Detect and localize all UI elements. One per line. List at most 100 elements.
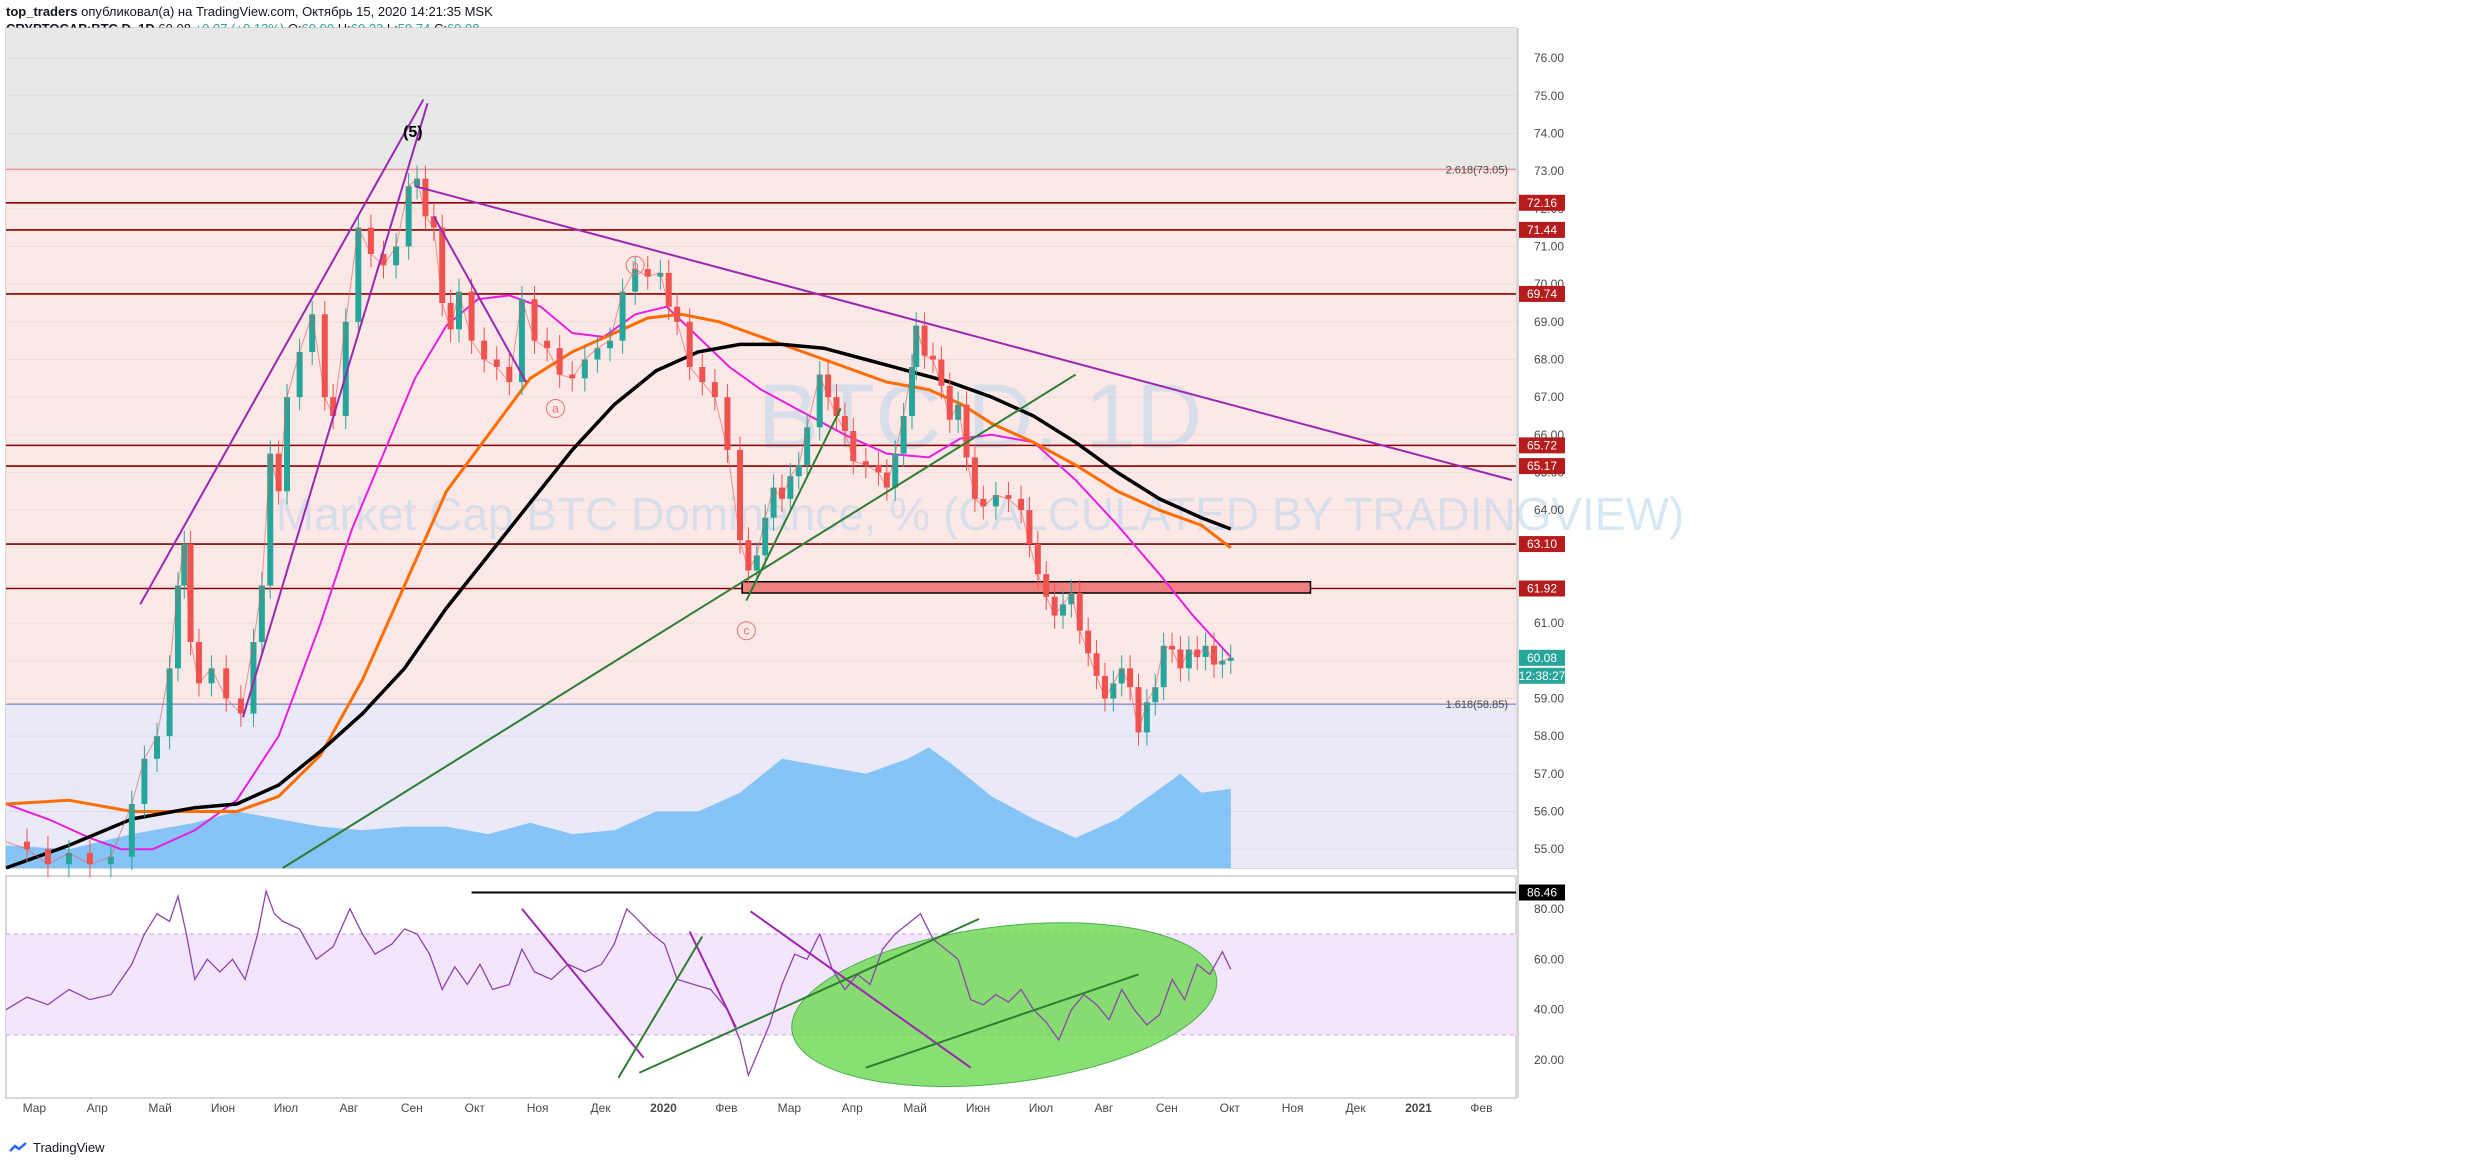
candle-body (938, 359, 945, 386)
candle-body (971, 457, 978, 499)
candle-body (1177, 649, 1184, 669)
candle-body (1160, 645, 1167, 688)
candle-body (128, 803, 135, 857)
rsi-axis[interactable]: 80.00 60.00 40.00 20.00 (1534, 902, 1564, 1067)
candle-body (778, 487, 785, 499)
candle-body (875, 464, 882, 473)
time-tick-label: Апр (87, 1101, 109, 1115)
candle-body (762, 517, 769, 556)
candle-body (330, 397, 337, 416)
time-tick-label: Дек (1346, 1101, 1367, 1115)
candle-body (929, 355, 936, 360)
main-pane-background (5, 27, 1517, 869)
wave-labels: (5) a b c (403, 124, 756, 641)
volume-area (6, 747, 1231, 868)
price-tick-label: 71.00 (1534, 239, 1564, 253)
candle-body (632, 269, 639, 292)
upper-zone-fill (6, 28, 1516, 170)
time-tick-label: Июл (274, 1101, 298, 1115)
price-level-badge-bg (1519, 580, 1565, 597)
candle-body (439, 227, 446, 303)
candle-body (724, 397, 731, 450)
tradingview-logo-icon (9, 1141, 27, 1152)
candle-body (23, 841, 30, 850)
price-candles (5, 165, 1234, 878)
rsi-highlight-ellipse (791, 922, 1218, 1088)
time-tick-label: Мар (23, 1101, 47, 1115)
candle-body (862, 461, 869, 465)
candle-body (992, 495, 999, 507)
candle-body (275, 453, 282, 492)
time-tick-label: 2021 (1405, 1101, 1432, 1115)
price-tick-label: 75.00 (1534, 89, 1564, 103)
candle-body (309, 314, 316, 352)
rsi-tick-label: 20.00 (1534, 1053, 1564, 1067)
candle-body (770, 487, 777, 518)
price-level-badge: 63.10 (1527, 537, 1557, 551)
volume-area-shape (6, 747, 1231, 868)
price-tick-label: 57.00 (1534, 767, 1564, 781)
time-axis[interactable]: Мар Апр Май Июн Июл Авг Сен Окт Ноя Дек 2020 Фев Мар… (6, 1097, 1516, 1115)
candle-body (963, 404, 970, 458)
wave-label-circle (625, 255, 645, 275)
tradingview-footer[interactable]: TradingView (8, 1140, 105, 1155)
published-info: опубликовал(а) на TradingView.com, Октяб… (81, 4, 493, 19)
price-level-badge-bg (1519, 221, 1565, 238)
candle-body (795, 464, 802, 477)
price-level-badge: 72.16 (1527, 196, 1557, 210)
candle-body (195, 641, 202, 684)
time-tick-label: Дек (591, 1101, 612, 1115)
wave-label-letter: a (552, 401, 559, 415)
candle-body (833, 397, 840, 416)
candle-body (141, 758, 148, 804)
rsi-trend-line-purple (521, 908, 645, 1059)
candle-body (1051, 596, 1058, 616)
price-tick-label: 68.00 (1534, 352, 1564, 366)
candle-body (1143, 702, 1150, 733)
candle-body (223, 668, 230, 699)
candle-body (1219, 660, 1226, 665)
candle-body (506, 367, 513, 383)
rsi-band (6, 934, 1516, 1035)
candle-body (447, 302, 454, 330)
price-level-badge: 69.74 (1527, 287, 1557, 301)
price-axis[interactable]: 76.0075.0074.0073.0072.0071.0070.0069.00… (1517, 28, 1564, 1098)
price-level-badge-bg (1519, 437, 1565, 454)
candle-body (154, 736, 160, 759)
candle-body (892, 453, 899, 488)
ma-orange-line (5, 312, 1232, 813)
time-tick-label: Сен (401, 1101, 423, 1115)
candle-body (556, 348, 563, 375)
candle-body (1152, 687, 1159, 703)
current-price-badge: 60.08 (1527, 651, 1557, 665)
time-tick-label: Июн (966, 1101, 990, 1115)
rsi-line (5, 888, 1232, 1078)
candle-body (909, 367, 915, 416)
candle-body (342, 321, 349, 416)
candle-body (258, 585, 265, 642)
rsi-trend-line-green (638, 917, 980, 1074)
candle-body (355, 227, 362, 322)
candle-body (594, 348, 601, 360)
candle-body (787, 476, 794, 499)
candle-body (883, 472, 890, 488)
author-name[interactable]: top_traders (6, 4, 78, 19)
ma-black-line (5, 342, 1232, 870)
price-tick-label: 67.00 (1534, 390, 1564, 404)
candle-body (1127, 668, 1134, 688)
price-tick-label: 69.00 (1534, 315, 1564, 329)
candle-body (518, 299, 525, 383)
time-tick-label: Сен (1156, 1101, 1178, 1115)
candle-body (422, 178, 429, 217)
candle-body (1202, 645, 1209, 658)
candle-body (65, 852, 72, 865)
fib-levels: 2.618(73.05) 1.618(58.85) (6, 164, 1516, 711)
rsi-trend-line-purple (749, 910, 972, 1069)
candle-body (1185, 649, 1192, 669)
price-level-badge: 71.44 (1527, 223, 1557, 237)
candle-body (1110, 683, 1117, 699)
price-tick-label: 61.00 (1534, 616, 1564, 630)
candle-body (1194, 649, 1201, 658)
candle-body (181, 544, 188, 586)
